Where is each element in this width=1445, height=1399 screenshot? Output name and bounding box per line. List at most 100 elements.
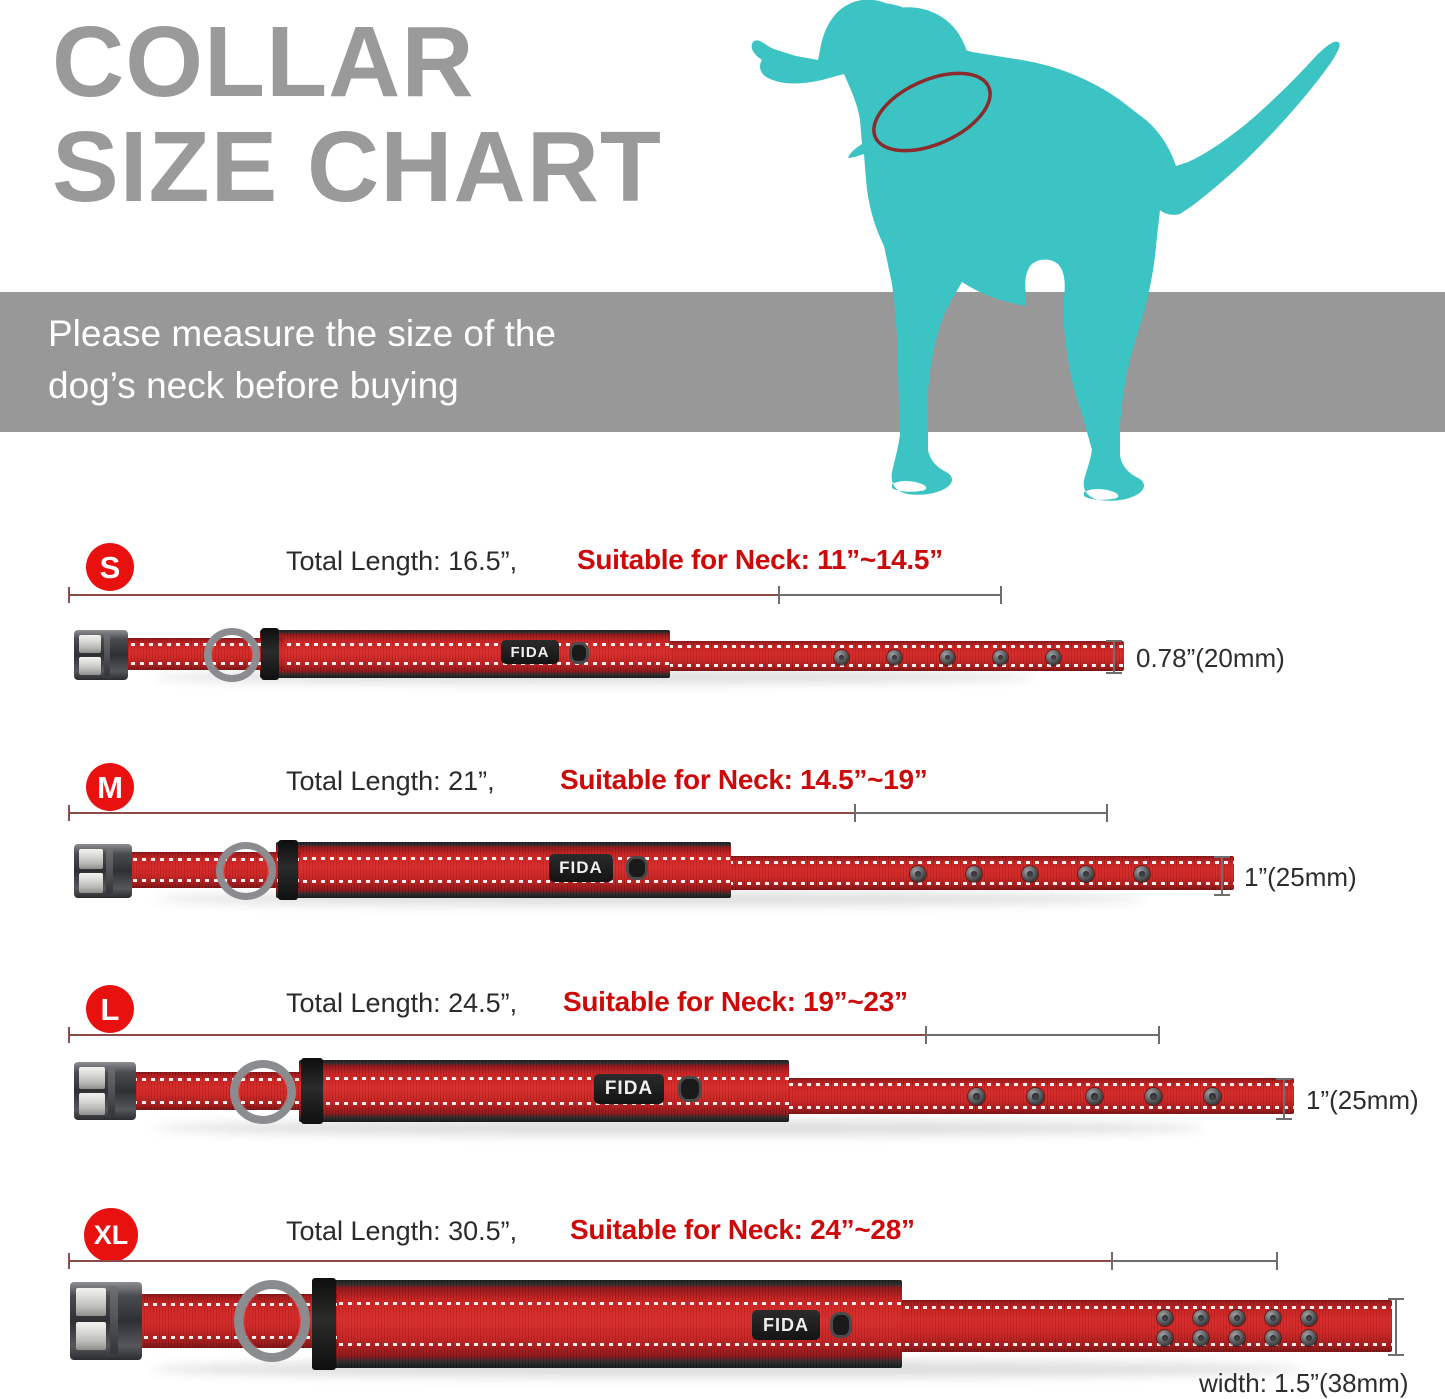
- collar-side-ring-xl: [830, 1312, 852, 1338]
- brand-logo-patch-m: FIDA: [549, 854, 613, 882]
- collar-side-ring-l: [678, 1076, 702, 1102]
- collar-tail-strap-m: [684, 856, 1234, 890]
- neck-range-label-m: Suitable for Neck: 14.5”~19”: [560, 764, 928, 795]
- width-label-s: 0.78”(20mm): [1136, 643, 1285, 673]
- title-line-2: SIZE CHART: [52, 111, 662, 223]
- collar-buckle-plate-xl: [76, 1322, 106, 1350]
- neck-range-rule-s: [778, 586, 1002, 604]
- eyelet: [966, 866, 982, 882]
- size-row-l: L Total Length: 24.5”, Suitable for Neck…: [0, 972, 1445, 1192]
- collar-side-ring-m: [626, 856, 648, 880]
- neck-measure-loop-icon: [872, 71, 992, 153]
- eyelet: [1229, 1330, 1245, 1346]
- total-length-label-m: Total Length: 21”,: [286, 766, 495, 796]
- total-length-rule-l: [68, 1027, 925, 1043]
- collar-d-ring-xl: [234, 1280, 310, 1362]
- width-caliper-xl: [1388, 1298, 1404, 1356]
- eyelet: [834, 650, 849, 665]
- neck-range-rule-xl: [1111, 1252, 1278, 1270]
- collar-buckle-plate-s: [79, 635, 101, 653]
- eyelet: [1265, 1310, 1281, 1326]
- eyelet: [1134, 866, 1150, 882]
- collar-buckle-plate-m: [79, 873, 103, 893]
- neck-range-label-s: Suitable for Neck: 11”~14.5”: [577, 544, 943, 575]
- eyelet: [887, 650, 902, 665]
- eyelet: [1193, 1310, 1209, 1326]
- eyelet: [1046, 650, 1061, 665]
- eyelet: [1022, 866, 1038, 882]
- total-length-label-xl: Total Length: 30.5”,: [286, 1216, 518, 1246]
- collar-illustration-xl: FIDA: [62, 1272, 1392, 1390]
- eyelet: [993, 650, 1008, 665]
- page-title: COLLAR SIZE CHART: [52, 10, 812, 220]
- collar-d-ring-m: [216, 842, 276, 900]
- eyelet: [1301, 1310, 1317, 1326]
- total-length-label-l: Total Length: 24.5”,: [286, 988, 518, 1018]
- total-length-rule-s: [68, 587, 778, 603]
- neck-range-label-l: Suitable for Neck: 19”~23”: [563, 986, 908, 1017]
- neck-range-rule-m: [854, 804, 1108, 822]
- instruction-text: Please measure the size of the dog’s nec…: [48, 308, 748, 412]
- size-row-m: M Total Length: 21”, Suitable for Neck: …: [0, 750, 1445, 960]
- instruction-band: [0, 292, 1445, 432]
- size-row-xl: XL Total Length: 30.5”, Suitable for Nec…: [0, 1198, 1445, 1398]
- title-line-1: COLLAR: [52, 6, 475, 118]
- collar-keeper-loop-xl: [312, 1278, 336, 1370]
- width-label-m: 1”(25mm): [1244, 862, 1357, 892]
- eyelet: [1193, 1330, 1209, 1346]
- collar-tail-strap-l: [744, 1078, 1294, 1114]
- eyelet: [1027, 1088, 1044, 1105]
- instruction-line-2: dog’s neck before buying: [48, 365, 459, 406]
- collar-buckle-plate-xl: [76, 1288, 106, 1316]
- total-length-label-s: Total Length: 16.5”,: [286, 546, 518, 576]
- eyelet: [1086, 1088, 1103, 1105]
- width-label-xl: width: 1.5”(38mm): [1199, 1368, 1409, 1398]
- instruction-line-1: Please measure the size of the: [48, 313, 557, 354]
- brand-logo-patch-s: FIDA: [501, 640, 559, 664]
- collar-tail-strap-xl: [842, 1300, 1392, 1352]
- header-area: COLLAR SIZE CHART Please measure the siz…: [0, 0, 1445, 510]
- collar-padded-strap-xl: [312, 1280, 902, 1368]
- size-badge-s: S: [86, 543, 134, 591]
- size-badge-xl: XL: [84, 1208, 138, 1262]
- eyelet: [1145, 1088, 1162, 1105]
- collar-illustration-m: FIDA: [64, 830, 1234, 920]
- neck-range-label-xl: Suitable for Neck: 24”~28”: [570, 1214, 915, 1245]
- collar-keeper-loop-s: [261, 628, 279, 680]
- collar-side-ring-s: [569, 642, 589, 664]
- width-caliper-s: [1106, 640, 1122, 674]
- collar-buckle-plate-l: [79, 1093, 105, 1115]
- collar-buckle-prong-xl: [110, 1286, 118, 1354]
- eyelet: [968, 1088, 985, 1105]
- neck-range-rule-l: [925, 1026, 1160, 1044]
- collar-d-ring-s: [204, 628, 260, 682]
- size-row-s: S Total Length: 16.5”, Suitable for Neck…: [0, 530, 1445, 730]
- width-label-l: 1”(25mm): [1306, 1085, 1419, 1115]
- collar-buckle-prong-m: [106, 848, 113, 894]
- total-length-rule-m: [68, 805, 854, 821]
- collar-buckle-prong-s: [104, 634, 110, 676]
- eyelet: [1157, 1330, 1173, 1346]
- eyelet: [1078, 866, 1094, 882]
- collar-tail-strap-s: [624, 641, 1124, 671]
- brand-logo-patch-xl: FIDA: [752, 1310, 820, 1340]
- eyelet: [1265, 1330, 1281, 1346]
- collar-buckle-plate-s: [79, 657, 101, 675]
- size-badge-l: L: [86, 985, 134, 1033]
- dog-silhouette-icon: [751, 0, 1340, 501]
- collar-padded-strap-l: [299, 1060, 789, 1122]
- collar-buckle-prong-l: [108, 1066, 115, 1116]
- eyelet: [1157, 1310, 1173, 1326]
- eyelet: [940, 650, 955, 665]
- collar-padded-strap-s: [260, 630, 670, 678]
- eyelet: [1301, 1330, 1317, 1346]
- eyelet: [1204, 1088, 1221, 1105]
- brand-logo-patch-l: FIDA: [594, 1074, 664, 1104]
- collar-padded-strap-m: [276, 842, 731, 898]
- width-caliper-l: [1276, 1078, 1292, 1120]
- collar-buckle-plate-l: [79, 1067, 105, 1089]
- collar-illustration-s: FIDA: [64, 614, 1124, 696]
- collar-illustration-l: FIDA: [64, 1050, 1294, 1150]
- collar-buckle-plate-m: [79, 849, 103, 869]
- size-badge-m: M: [86, 763, 134, 811]
